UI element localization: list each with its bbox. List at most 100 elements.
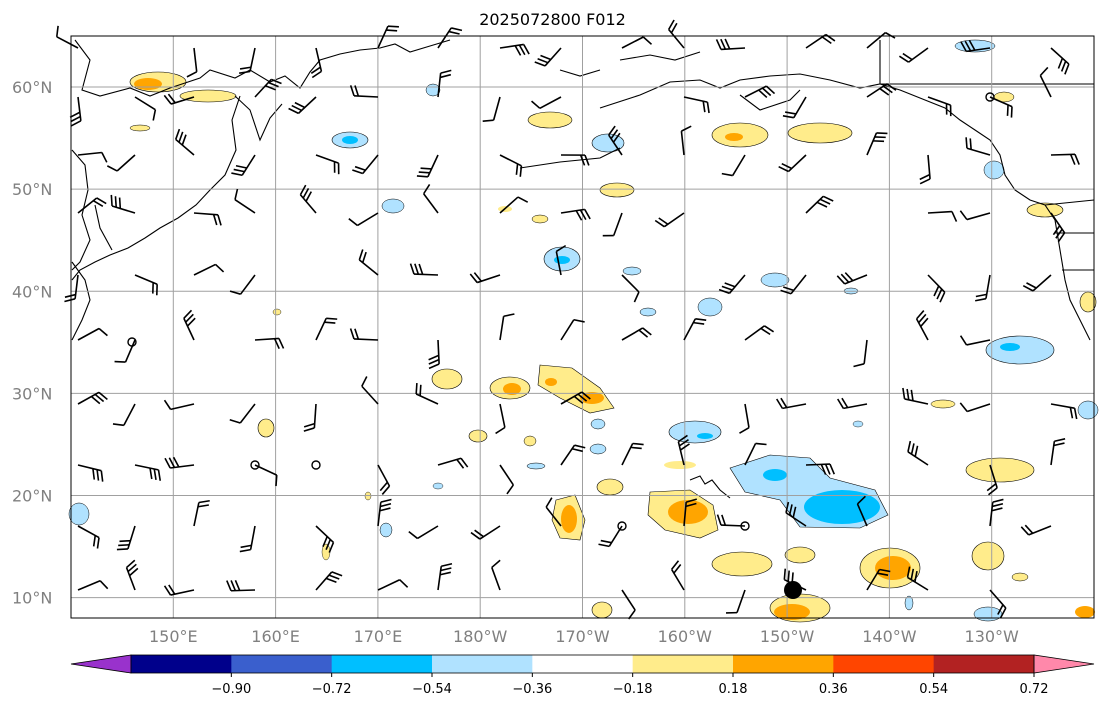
wind-barb — [55, 25, 79, 49]
wind-barb — [437, 457, 469, 469]
wind-barb — [602, 212, 623, 237]
wind-barb — [226, 580, 256, 592]
latitude-labels: 10°N 20°N 30°N 40°N 50°N 60°N — [12, 78, 52, 608]
wind-barb — [560, 318, 585, 341]
colorbar-segment — [331, 655, 433, 673]
wind-barb — [77, 464, 104, 482]
wind-barb — [239, 525, 256, 553]
wind-barb — [780, 274, 807, 295]
wind-barb — [621, 36, 653, 49]
wind-barb — [116, 525, 136, 551]
wind-barb — [349, 85, 379, 98]
wind-barb — [805, 463, 836, 475]
wind-barb — [231, 154, 256, 177]
wind-barb — [69, 96, 82, 127]
wind-barb — [1020, 524, 1052, 536]
wind-barb — [112, 403, 136, 427]
wind-barb — [927, 210, 958, 222]
lon-label: 170°W — [555, 627, 610, 646]
wind-barb — [254, 337, 285, 350]
lon-label: 150°E — [149, 627, 198, 646]
wind-barb — [114, 339, 136, 363]
wind-barb — [408, 525, 439, 540]
wind-barb — [134, 96, 157, 121]
colorbar-segment — [432, 655, 533, 673]
colorbar-tick-label: 0.18 — [719, 682, 748, 697]
lon-label: 170°E — [354, 627, 403, 646]
wind-barb — [470, 525, 501, 540]
wind-barb — [469, 272, 501, 284]
wind-barb — [348, 212, 379, 227]
coastlines — [71, 39, 1095, 499]
wind-barb — [254, 78, 282, 98]
wind-barb — [683, 96, 710, 114]
colorbar-tick-label: −0.72 — [312, 682, 352, 697]
wind-barb — [428, 339, 440, 370]
wind-barb — [670, 560, 685, 591]
wind-barb — [837, 397, 868, 410]
lon-label: 140°W — [862, 627, 917, 646]
wind-barb — [361, 376, 379, 405]
lat-label: 40°N — [12, 282, 52, 301]
wind-barb — [560, 391, 591, 405]
wind-barb — [106, 154, 136, 172]
wind-barb — [959, 335, 991, 346]
wind-barb — [77, 579, 109, 591]
wind-barb — [183, 309, 196, 341]
wind-barb — [744, 325, 775, 341]
wind-barb — [959, 210, 991, 221]
colorbar-tick-label: −0.54 — [412, 682, 452, 697]
wind-barb — [193, 499, 210, 527]
wind-barb — [836, 272, 868, 285]
wind-barb — [110, 194, 136, 214]
wind-barb — [778, 154, 807, 173]
wind-barb — [315, 525, 335, 553]
wind-barb — [915, 310, 929, 341]
wind-barb — [555, 244, 567, 276]
wind-barb — [975, 274, 991, 302]
wind-barb — [134, 464, 162, 481]
wind-barb — [919, 154, 931, 185]
wind-barb — [906, 566, 929, 591]
wind-barb — [683, 498, 698, 527]
wind-barb — [77, 391, 108, 405]
wind-barb — [560, 154, 590, 166]
wind-barb — [125, 559, 139, 591]
wind-barb — [239, 47, 256, 74]
wind-barb — [667, 19, 685, 49]
colorbar-tick-label: −0.36 — [512, 682, 552, 697]
wind-barb — [534, 47, 562, 67]
wind-barb — [898, 47, 929, 63]
wind-barb — [186, 47, 198, 78]
wind-barb — [744, 442, 767, 466]
wind-barb — [415, 382, 439, 405]
colorbar-tick-label: 0.54 — [919, 682, 948, 697]
wind-barb — [744, 85, 776, 99]
anomaly-shading — [68, 39, 1099, 623]
wind-barb — [959, 402, 991, 413]
lat-label: 60°N — [12, 78, 52, 97]
colorbar-tick-label: −0.18 — [613, 682, 653, 697]
wind-barb — [718, 274, 746, 295]
calm-wind-markers — [127, 92, 995, 531]
wind-barb — [193, 263, 225, 276]
wind-barb — [349, 328, 379, 341]
colorbar-segment — [933, 655, 1035, 673]
wind-barb — [853, 339, 868, 368]
colorbar-segment — [231, 655, 333, 673]
wind-barb — [229, 403, 256, 424]
wind-barb — [721, 154, 746, 177]
wind-barb — [164, 456, 195, 469]
wind-barb — [77, 327, 108, 341]
wind-barb — [782, 96, 807, 119]
colorbar-tick-label: 0.72 — [1020, 682, 1049, 697]
wind-barb — [437, 69, 452, 98]
wind-barb — [303, 403, 317, 432]
wind-barb — [726, 589, 746, 614]
wind-barb — [866, 31, 896, 49]
longitude-labels: 150°E 160°E 170°E 180°W 170°W 160°W 150°W 140°W… — [149, 627, 1019, 646]
colorbar: −0.90 −0.72 −0.54 −0.36 −0.18 0.18 0.36 0.54 0.7… — [70, 654, 1095, 697]
wind-barb — [134, 274, 158, 296]
wind-barb — [377, 25, 399, 49]
wind-barb — [560, 444, 586, 466]
